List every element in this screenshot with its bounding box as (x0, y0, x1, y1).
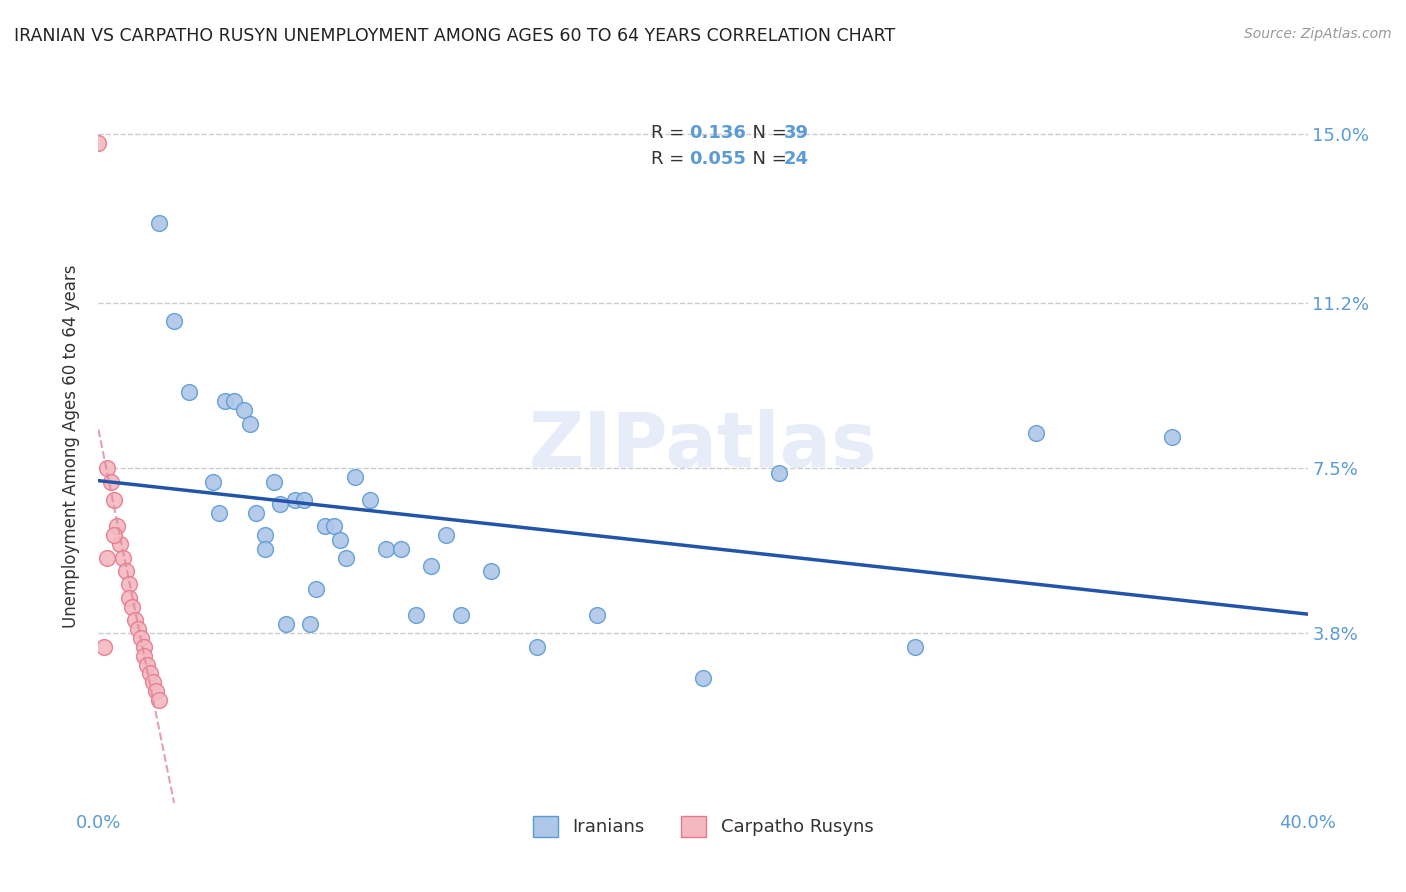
Point (208, 506, 231, 520)
Text: ZIPatlas: ZIPatlas (529, 409, 877, 483)
Point (124, 613, 146, 627)
Point (450, 608, 472, 623)
Point (87, 136, 110, 150)
Point (374, 541, 396, 556)
Point (127, 622, 149, 636)
Text: IRANIAN VS CARPATHO RUSYN UNEMPLOYMENT AMONG AGES 60 TO 64 YEARS CORRELATION CHA: IRANIAN VS CARPATHO RUSYN UNEMPLOYMENT A… (14, 27, 896, 45)
Point (142, 675, 165, 690)
Point (135, 657, 157, 672)
Point (360, 492, 382, 507)
Point (768, 466, 790, 480)
Text: 0.136: 0.136 (689, 124, 745, 142)
Text: R =: R = (651, 150, 690, 168)
Text: Source: ZipAtlas.com: Source: ZipAtlas.com (1244, 27, 1392, 41)
Text: 39: 39 (785, 124, 808, 142)
Point (420, 559, 443, 574)
Y-axis label: Unemployment Among Ages 60 to 64 years: Unemployment Among Ages 60 to 64 years (62, 264, 80, 628)
Point (335, 550, 357, 565)
Point (232, 403, 254, 417)
Point (253, 541, 276, 556)
Point (202, 475, 225, 489)
Point (145, 684, 167, 698)
Point (179, 385, 201, 400)
Point (96, 461, 118, 475)
Point (118, 591, 141, 605)
Point (1160, 430, 1182, 444)
Point (904, 640, 927, 654)
Point (314, 519, 336, 533)
Point (93, 640, 115, 654)
Point (481, 564, 503, 578)
Point (114, 564, 136, 578)
Point (389, 541, 412, 556)
Point (692, 671, 714, 685)
Point (344, 470, 367, 484)
Point (100, 475, 122, 489)
Point (103, 492, 125, 507)
Point (526, 640, 548, 654)
Text: 0.055: 0.055 (689, 150, 745, 168)
Text: 24: 24 (785, 150, 808, 168)
Point (253, 528, 276, 542)
Point (284, 492, 307, 507)
Point (121, 599, 143, 614)
Point (292, 492, 315, 507)
Point (263, 475, 285, 489)
Point (148, 693, 170, 707)
Point (245, 506, 267, 520)
Point (274, 617, 297, 632)
Point (323, 519, 346, 533)
Point (586, 608, 609, 623)
Point (214, 394, 236, 409)
Text: R =: R = (651, 124, 696, 142)
Point (1024, 425, 1046, 440)
Point (108, 537, 131, 551)
Point (224, 394, 246, 409)
Point (96, 550, 118, 565)
Point (111, 550, 134, 565)
Point (329, 533, 352, 547)
Point (305, 582, 328, 596)
Point (103, 528, 125, 542)
Text: N =: N = (741, 124, 793, 142)
Text: N =: N = (741, 150, 793, 168)
Point (405, 608, 427, 623)
Point (299, 617, 322, 632)
Legend: Iranians, Carpatho Rusyns: Iranians, Carpatho Rusyns (526, 808, 880, 844)
Point (269, 497, 291, 511)
Point (148, 216, 170, 230)
Point (105, 519, 128, 533)
Point (132, 640, 155, 654)
Point (118, 577, 141, 591)
Point (434, 528, 457, 542)
Point (129, 631, 152, 645)
Point (239, 417, 262, 431)
Point (163, 314, 186, 328)
Point (139, 666, 162, 681)
Point (132, 648, 155, 663)
